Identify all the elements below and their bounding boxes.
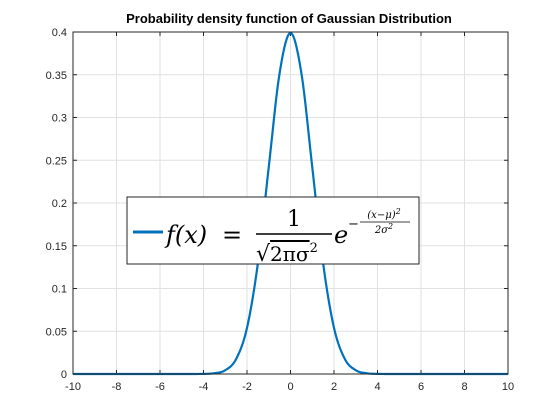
- y-tick-label: 0: [61, 369, 67, 381]
- y-tick-label: 0.4: [52, 27, 67, 39]
- y-tick-label: 0.05: [46, 326, 67, 338]
- legend-label-formula: f(x) = 1 √2πσ2 e − (x−μ)2 2σ2: [164, 207, 410, 267]
- chart-title: Probability density function of Gaussian…: [126, 11, 452, 26]
- x-tick-label: 10: [502, 381, 514, 393]
- x-tick-label: -4: [199, 381, 209, 393]
- legend-box: [126, 196, 420, 265]
- legend-fx: f(x): [164, 221, 207, 249]
- x-tick-label: -10: [65, 381, 81, 393]
- axes-frame: [72, 31, 509, 375]
- legend-denominator: √2πσ2: [256, 241, 318, 267]
- y-tick-label: 0.2: [52, 198, 67, 210]
- x-tick-label: 6: [418, 381, 424, 393]
- y-tick-label: 0.35: [46, 70, 67, 82]
- x-tick-label: -2: [242, 381, 252, 393]
- y-tick-labels: 0 0.05 0.1 0.15 0.2 0.25 0.3 0.35 0.4: [46, 27, 67, 381]
- y-tick-label: 0.25: [46, 155, 67, 167]
- y-tick-label: 0.15: [46, 241, 67, 253]
- y-tick-label: 0.3: [52, 113, 67, 125]
- x-tick-label: 2: [331, 381, 337, 393]
- x-tick-label: 4: [374, 381, 380, 393]
- x-tick-label: 8: [461, 381, 467, 393]
- x-tick-labels: -10 -8 -6 -4 -2 0 2 4 6 8 10: [65, 381, 514, 393]
- legend-exp-base: e: [334, 221, 348, 249]
- legend-exp-minus: −: [348, 217, 359, 232]
- legend-numerator: 1: [287, 207, 301, 232]
- legend-exp-numerator: (x−μ)2: [367, 207, 400, 221]
- y-tick-label: 0.1: [52, 284, 67, 296]
- legend-equals: =: [222, 221, 242, 249]
- legend: f(x) = 1 √2πσ2 e − (x−μ)2 2σ2: [126, 196, 420, 267]
- x-tick-label: -6: [155, 381, 165, 393]
- x-tick-label: 0: [287, 381, 293, 393]
- x-tick-label: -8: [112, 381, 122, 393]
